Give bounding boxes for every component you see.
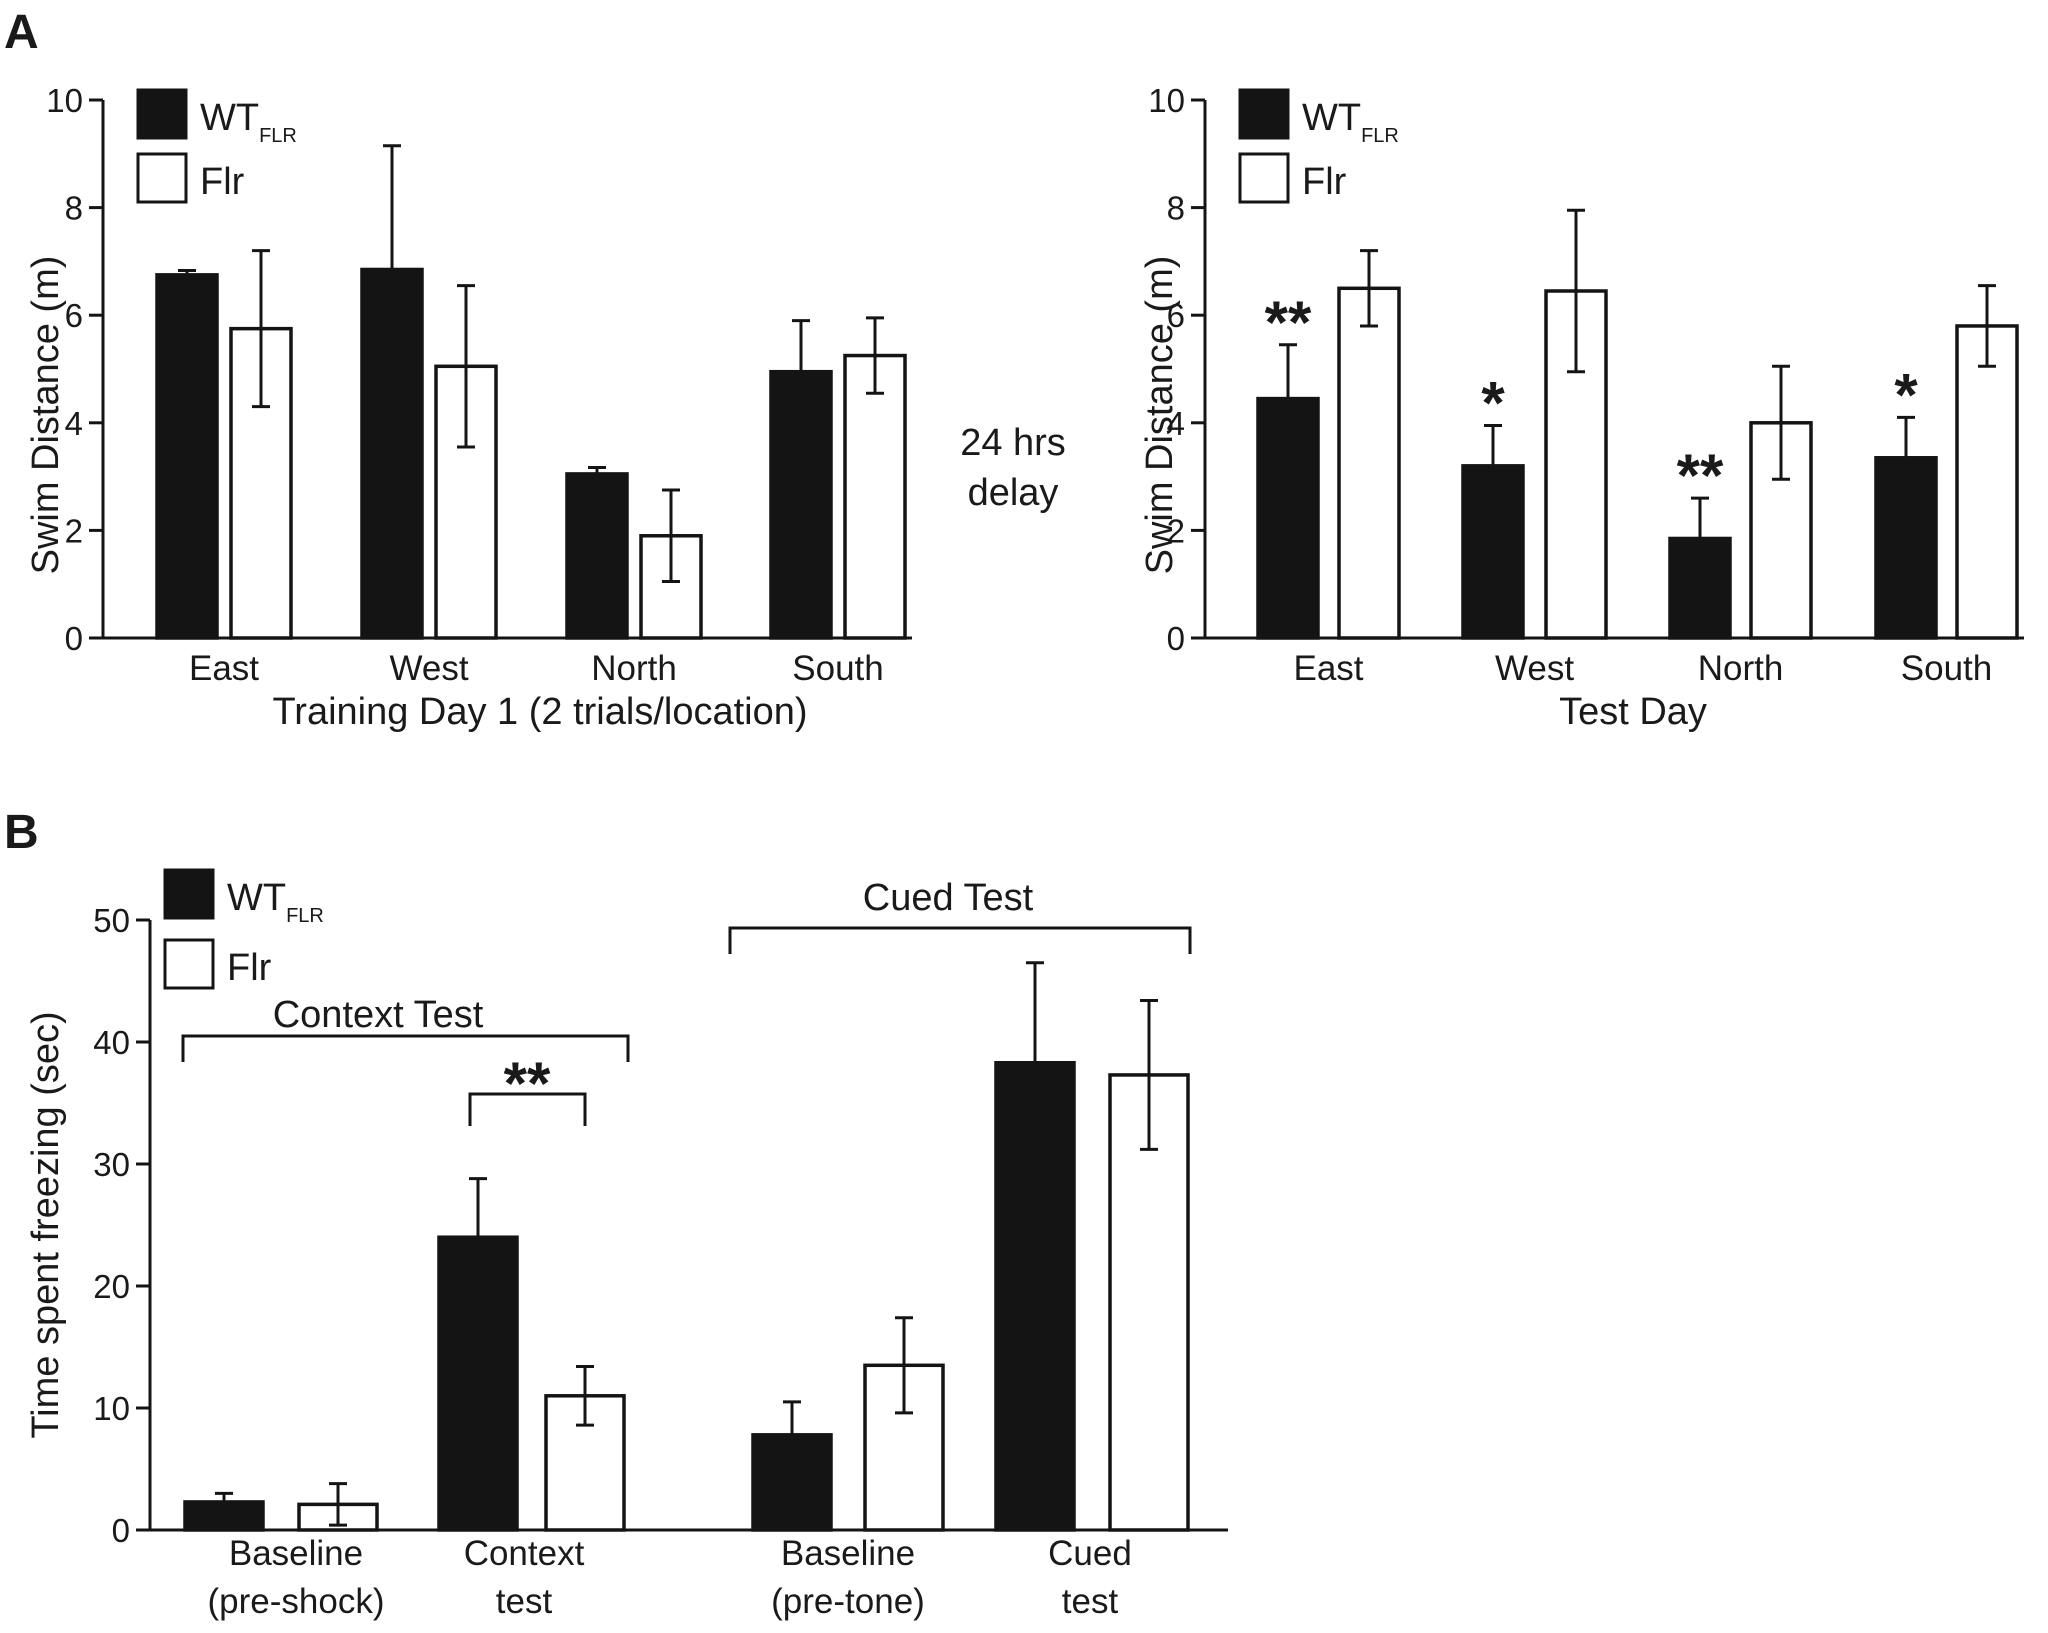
test-legend-wt-label: WTFLR [1302, 97, 1399, 147]
freezing-legend-wt-label: WTFLR [227, 877, 324, 927]
training-category-label: North [591, 649, 677, 688]
test-significance-star: ** [1265, 289, 1312, 356]
training-legend-flr-label: Flr [200, 161, 245, 203]
training-legend-wt-swatch [136, 88, 188, 140]
test-bar-flr [1544, 289, 1608, 640]
freezing-y-tick-label: 30 [93, 1146, 130, 1183]
training-bar-flr [843, 353, 907, 640]
training-bar-wt [565, 472, 629, 640]
training-x-axis-title: Training Day 1 (2 trials/location) [272, 691, 807, 733]
training-y-axis-title: Swim Distance (m) [25, 256, 67, 575]
freezing-category-label: Cued [1048, 1534, 1132, 1573]
freezing-category-label: Context [464, 1534, 585, 1573]
test-significance-star: * [1894, 361, 1918, 428]
freezing-y-axis-title: Time spent freezing (sec) [25, 1011, 67, 1438]
freezing-category-label: Baseline [229, 1534, 363, 1573]
context-test-group-bracket [181, 1034, 630, 1062]
training-category-label: East [189, 649, 259, 688]
test-category-label: East [1293, 649, 1363, 688]
freezing-category-label: (pre-tone) [771, 1582, 925, 1621]
training-legend-wt-label: WTFLR [200, 97, 297, 147]
freezing-legend-flr-swatch [163, 938, 215, 990]
test-y-tick-label: 2 [1167, 512, 1185, 549]
training-y-tick-label: 0 [65, 620, 83, 657]
test-y-axis-title: Swim Distance (m) [1139, 256, 1181, 575]
cued-test-group-bracket [728, 926, 1192, 954]
test-legend-wt-subscript: FLR [1361, 125, 1399, 147]
training-category-label: South [792, 649, 883, 688]
panel-b-label: B [4, 806, 39, 859]
test-legend-flr-swatch [1238, 152, 1290, 204]
test-category-label: South [1901, 649, 1992, 688]
context-significance-bracket [468, 1092, 587, 1126]
freezing-legend-wt-subscript: FLR [286, 905, 324, 927]
test-significance-star: * [1481, 369, 1505, 436]
delay-note-line-2: delay [968, 472, 1059, 514]
training-y-tick-label: 8 [65, 190, 83, 227]
freezing-legend-flr-label: Flr [227, 947, 272, 989]
test-category-label: West [1495, 649, 1574, 688]
training-y-tick-label: 6 [65, 297, 83, 334]
training-category-label: West [389, 649, 468, 688]
test-bar-flr [1337, 286, 1401, 640]
freezing-y-tick-label: 10 [93, 1390, 130, 1427]
freezing-category-label: (pre-shock) [208, 1582, 385, 1621]
training-y-tick-label: 4 [65, 405, 83, 442]
chart-freezing-time: 0 10 20 30 40 50 Baseline (pre-shock) Context tes… [25, 868, 1228, 1621]
delay-note-line-1: 24 hrs [960, 422, 1066, 464]
test-bar-flr [1955, 324, 2019, 640]
training-legend-flr-swatch [136, 152, 188, 204]
freezing-y-tick-label: 20 [93, 1268, 130, 1305]
test-y-tick-label: 10 [1148, 82, 1185, 119]
test-x-axis-title: Test Day [1559, 691, 1707, 733]
freezing-y-tick-label: 50 [93, 902, 130, 939]
freezing-category-label: test [1062, 1582, 1119, 1621]
test-category-label: North [1698, 649, 1784, 688]
context-test-group-label: Context Test [273, 994, 484, 1036]
freezing-y-tick-label: 0 [112, 1512, 130, 1549]
panel-a-label: A [4, 6, 39, 59]
test-y-tick-label: 0 [1167, 620, 1185, 657]
freezing-y-tick-label: 40 [93, 1024, 130, 1061]
test-significance-star: ** [1677, 442, 1724, 509]
training-legend-wt-subscript: FLR [259, 125, 297, 147]
test-y-tick-label: 8 [1167, 190, 1185, 227]
test-y-tick-label: 6 [1167, 297, 1185, 334]
context-significance-star: ** [504, 1050, 551, 1117]
freezing-category-label: Baseline [781, 1534, 915, 1573]
freezing-category-label: test [496, 1582, 553, 1621]
freezing-legend-wt-swatch [163, 868, 215, 920]
training-y-tick-label: 2 [65, 512, 83, 549]
test-y-tick-label: 4 [1167, 405, 1185, 442]
test-legend-wt-swatch [1238, 88, 1290, 140]
training-y-tick-label: 10 [46, 82, 83, 119]
cued-test-group-label: Cued Test [863, 877, 1034, 919]
training-bar-wt [155, 273, 219, 640]
test-legend-flr-label: Flr [1302, 161, 1347, 203]
